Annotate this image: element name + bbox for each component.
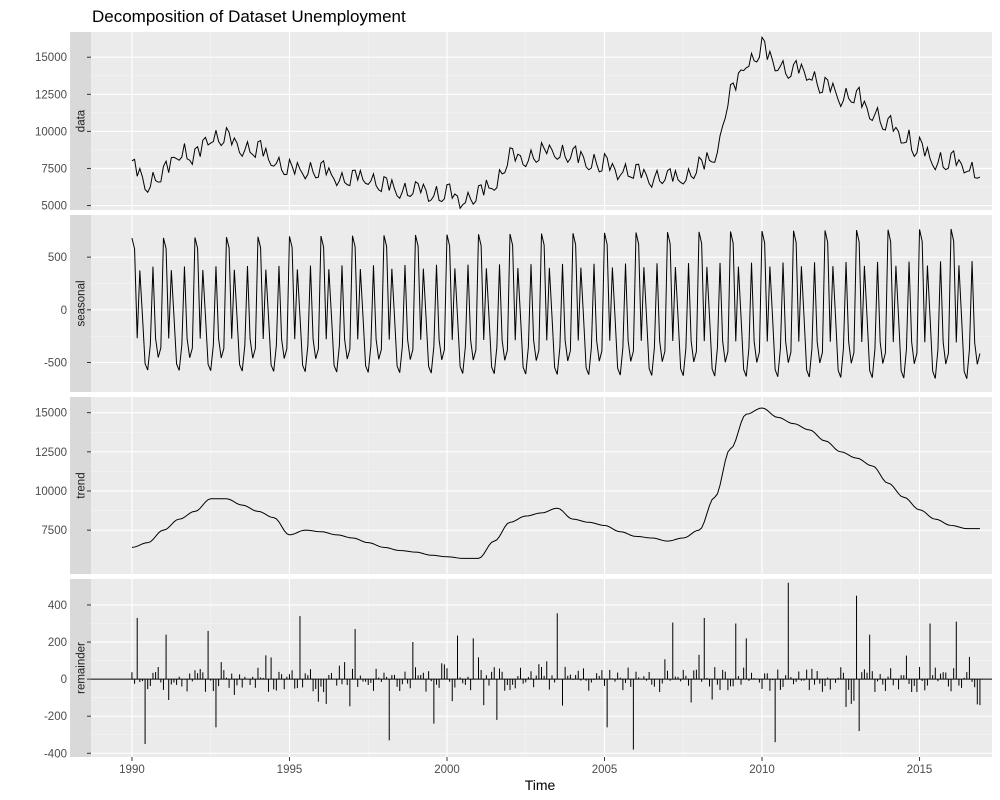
strip-data <box>70 32 91 210</box>
panel-trend: trend 7500 10000 12500 15000 <box>35 397 992 574</box>
y-tick-label-data: 5000 <box>41 201 67 213</box>
chart-title: Decomposition of Dataset Unemployment <box>92 7 406 26</box>
series-line-trend <box>131 407 980 559</box>
y-tick-label-data: 10000 <box>35 126 67 138</box>
y-tick-label-remainder: 0 <box>61 674 67 686</box>
y-tick-label-seasonal: -500 <box>44 358 67 370</box>
strip-trend <box>70 397 91 574</box>
y-tick-label-seasonal: 0 <box>61 305 67 317</box>
panel-remainder: remainder -400 -200 0 200 400 <box>44 579 992 760</box>
y-tick-label-trend: 7500 <box>41 525 67 537</box>
y-tick-label-remainder: 200 <box>48 637 67 649</box>
strip-remainder <box>70 579 91 757</box>
x-axis-title: Time <box>525 777 556 793</box>
x-tick-label: 2005 <box>592 764 618 776</box>
strip-label-data: data <box>76 109 88 132</box>
series-line-data <box>131 35 981 210</box>
y-tick-label-remainder: -200 <box>44 711 67 723</box>
panel-data: data 5000 7500 10000 12500 15000 <box>35 32 992 213</box>
x-tick-label: 2000 <box>434 764 460 776</box>
y-tick-label-trend: 12500 <box>35 447 67 459</box>
series-line-seasonal <box>131 228 981 379</box>
strip-label-trend: trend <box>76 472 88 498</box>
y-tick-label-remainder: -400 <box>44 748 67 760</box>
x-tick-label: 2010 <box>749 764 775 776</box>
y-tick-label-trend: 10000 <box>35 486 67 498</box>
y-tick-label-data: 15000 <box>35 52 67 64</box>
panel-background-trend <box>91 397 992 574</box>
x-tick-label: 1995 <box>277 764 303 776</box>
x-tick-label: 1990 <box>119 764 145 776</box>
y-tick-label-seasonal: 500 <box>48 252 67 264</box>
panel-seasonal: seasonal -500 0 500 <box>44 215 992 392</box>
strip-seasonal <box>70 215 91 392</box>
strip-label-remainder: remainder <box>76 642 88 694</box>
strip-label-seasonal: seasonal <box>76 280 88 326</box>
y-tick-label-trend: 15000 <box>35 408 67 420</box>
y-tick-label-data: 7500 <box>41 163 67 175</box>
y-tick-label-remainder: 400 <box>48 600 67 612</box>
panel-background-data <box>91 32 992 210</box>
x-tick-label: 2015 <box>907 764 933 776</box>
y-tick-label-data: 12500 <box>35 89 67 101</box>
